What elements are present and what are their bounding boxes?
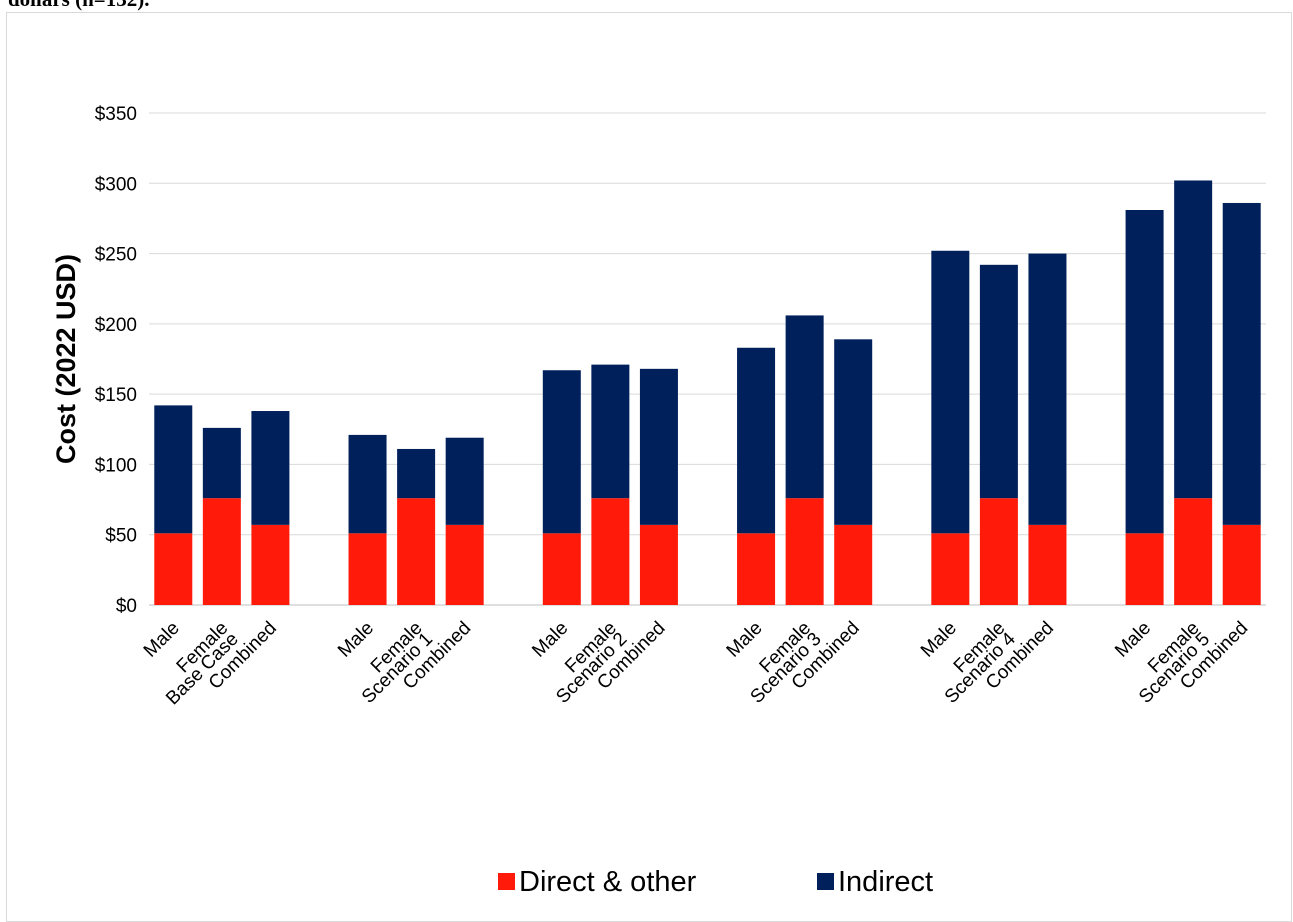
bar-indirect <box>1125 209 1164 534</box>
bar-indirect <box>785 315 824 499</box>
bar-indirect <box>1222 202 1261 525</box>
bar-indirect <box>979 264 1018 499</box>
bar-direct <box>785 498 824 605</box>
bar-direct <box>445 524 484 605</box>
x-tick-label: Male <box>140 618 184 662</box>
bar-indirect <box>542 370 581 534</box>
gridlines <box>149 112 1266 606</box>
bar-indirect <box>1174 180 1213 499</box>
bar-direct <box>1222 524 1261 605</box>
bar-direct <box>154 533 193 605</box>
x-tick-label: Male <box>1111 618 1155 662</box>
legend-label: Direct & other <box>519 866 697 898</box>
y-tick-label: $200 <box>95 315 137 336</box>
y-tick-label: $0 <box>116 596 137 617</box>
bar-direct <box>397 498 436 605</box>
legend-label: Indirect <box>838 866 933 898</box>
bar-direct <box>979 498 1018 605</box>
bar-indirect <box>154 405 193 534</box>
chart-caption: dollars (n=132). <box>8 0 149 12</box>
bar-indirect <box>591 364 630 499</box>
bar-direct <box>348 533 387 605</box>
y-axis-label: Cost (2022 USD) <box>51 254 81 464</box>
legend-swatch <box>498 873 515 890</box>
bar-direct <box>202 498 241 605</box>
legend: Direct & other Indirect <box>498 866 933 898</box>
bar-indirect <box>445 437 484 525</box>
bar-direct <box>834 524 873 605</box>
bar-indirect <box>251 411 290 525</box>
bar-direct <box>591 498 630 605</box>
bars <box>154 180 1261 605</box>
bar-direct <box>1174 498 1213 605</box>
y-tick-label: $150 <box>95 385 137 406</box>
bar-indirect <box>931 250 970 534</box>
y-tick-label: $100 <box>95 455 137 476</box>
bar-direct <box>1028 524 1067 605</box>
bar-direct <box>931 533 970 605</box>
bar-indirect <box>737 347 776 534</box>
bar-indirect <box>1028 253 1067 525</box>
bar-indirect <box>202 427 241 499</box>
y-axis-ticks: $0 $50 $100 $150 $200 $250 $300 $350 <box>95 104 137 617</box>
x-tick-label: Male <box>528 618 572 662</box>
bar-direct <box>1125 533 1164 605</box>
bar-indirect <box>397 448 436 499</box>
x-tick-label: Male <box>334 618 378 662</box>
x-tick-label: Male <box>917 618 961 662</box>
bar-direct <box>542 533 581 605</box>
bar-indirect <box>834 339 873 525</box>
y-tick-label: $250 <box>95 245 137 266</box>
legend-swatch <box>817 873 834 890</box>
bar-direct <box>639 524 678 605</box>
x-tick-label: Male <box>723 618 767 662</box>
y-tick-label: $350 <box>95 104 137 125</box>
bar-direct <box>737 533 776 605</box>
y-tick-label: $300 <box>95 174 137 195</box>
bar-direct <box>251 524 290 605</box>
bar-indirect <box>639 368 678 525</box>
bar-indirect <box>348 434 387 534</box>
y-tick-label: $50 <box>105 526 137 547</box>
